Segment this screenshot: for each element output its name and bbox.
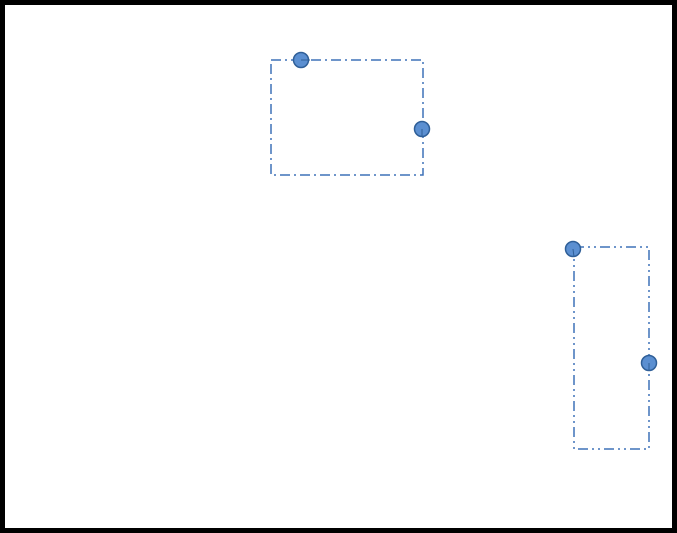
handle-top-rectangle-right-middle[interactable] [413,120,431,138]
handle-right-rectangle-top-left[interactable] [564,240,582,258]
selection-rectangle-top[interactable] [270,59,424,176]
handle-top-rectangle-top-left[interactable] [292,51,311,69]
handle-right-rectangle-right-middle[interactable] [640,354,658,372]
selection-rectangle-right[interactable] [573,246,650,450]
